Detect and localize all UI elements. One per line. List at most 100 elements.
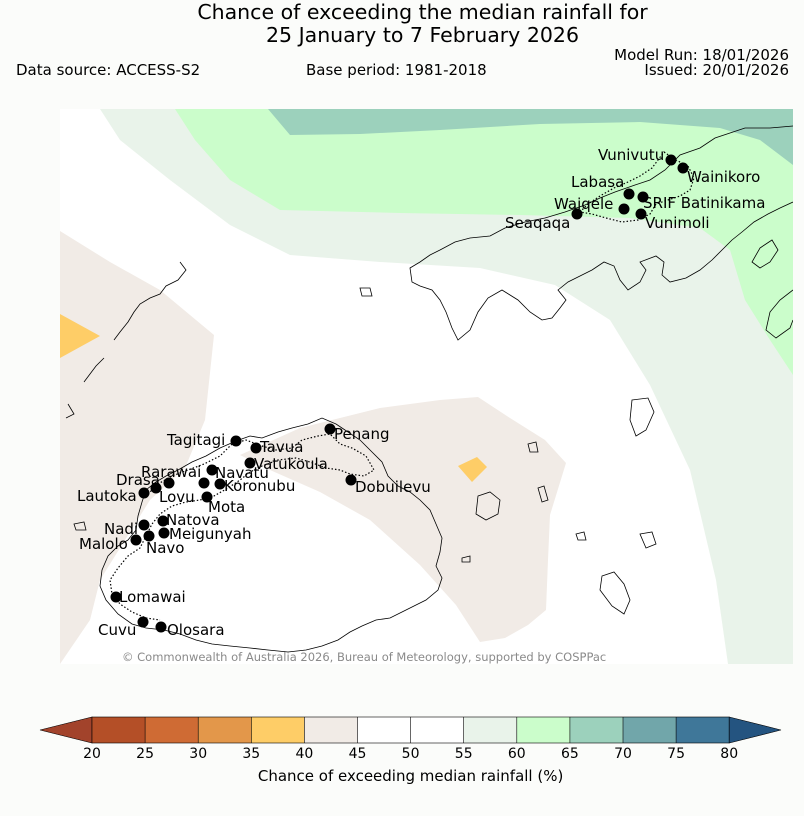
- islet-4: [599, 571, 631, 615]
- islet-6: [537, 485, 549, 503]
- svg-text:Seaqaqa: Seaqaqa: [505, 214, 570, 232]
- zone-60-65: [175, 109, 793, 375]
- station-mota[interactable]: Mota: [201, 491, 246, 517]
- station-dobuilevu[interactable]: Dobuilevu: [345, 474, 431, 497]
- station-vunivutu[interactable]: Vunivutu: [598, 146, 677, 166]
- colorbar-segment-50-55: [410, 717, 464, 743]
- islet-1: [359, 287, 373, 297]
- colorbar-segment-35-40: [251, 717, 305, 743]
- colorbar: 20 25 30 35 40 45 50 55 60 65 70 75 80 C…: [39, 716, 782, 785]
- station-srif-batinikama[interactable]: SRIF Batinikama: [637, 191, 766, 213]
- svg-text:Labasa: Labasa: [571, 173, 624, 191]
- probability-field: [60, 109, 793, 664]
- station-lomawai[interactable]: Lomawai: [110, 588, 186, 606]
- map-title-line1: Chance of exceeding the median rainfall …: [197, 0, 648, 24]
- colorbar-segment-45-50: [357, 717, 411, 743]
- zone-40-45-center: [240, 397, 566, 642]
- colorbar-segment-60-65: [516, 717, 570, 743]
- station-lovu[interactable]: Lovu: [150, 482, 195, 507]
- colorbar-low-arrow: [39, 716, 93, 744]
- vanua-levu-south: [765, 289, 793, 339]
- station-tavua[interactable]: Tavua: [250, 438, 304, 456]
- colorbar-tick-60: 60: [508, 746, 526, 762]
- colorbar-tick-30: 30: [189, 746, 207, 762]
- svg-text:Tavua: Tavua: [259, 438, 303, 456]
- islet-2: [629, 397, 655, 437]
- svg-text:Meigunyah: Meigunyah: [169, 525, 251, 543]
- viti-levu-coast: [99, 417, 443, 653]
- station-natova[interactable]: Natova: [157, 511, 220, 529]
- colorbar-segment-70-75: [623, 717, 677, 743]
- station-labasa[interactable]: Labasa: [571, 173, 635, 200]
- islet-8: [575, 531, 587, 541]
- station-waiqele[interactable]: Waiqele: [554, 195, 630, 215]
- colorbar-segment-75-80: [676, 717, 730, 743]
- islet-7: [73, 521, 87, 531]
- station-navo[interactable]: Navo: [143, 530, 185, 558]
- svg-text:Lomawai: Lomawai: [119, 588, 186, 606]
- svg-text:Lautoka: Lautoka: [77, 487, 137, 505]
- colorbar-segment-40-45: [304, 717, 358, 743]
- svg-text:Vatukoula: Vatukoula: [254, 455, 328, 473]
- station-cuvu[interactable]: Cuvu: [98, 616, 149, 640]
- islet-5: [639, 531, 657, 549]
- map-title-line2: 25 January to 7 February 2026: [265, 23, 579, 47]
- svg-text:Malolo: Malolo: [79, 535, 128, 553]
- colorbar-tick-80: 80: [720, 746, 738, 762]
- svg-text:SRIF Batinikama: SRIF Batinikama: [643, 194, 765, 212]
- colorbar-tick-20: 20: [83, 746, 101, 762]
- station-rarawai[interactable]: Rarawai: [141, 463, 218, 481]
- colorbar-tick-65: 65: [561, 746, 579, 762]
- zone-35-40-center: [458, 457, 487, 482]
- zone-65-70: [268, 109, 793, 165]
- svg-text:Wainikoro: Wainikoro: [687, 168, 760, 186]
- colorbar-segment-20-25: [92, 717, 146, 743]
- station-vatukoula[interactable]: Vatukoula: [244, 455, 328, 473]
- svg-text:Waiqele: Waiqele: [554, 195, 613, 213]
- zone-40-45-west: [60, 231, 214, 664]
- station-navatu[interactable]: Navatu: [214, 464, 269, 490]
- station-tagitagi[interactable]: Tagitagi: [166, 431, 242, 449]
- svg-text:Penang: Penang: [334, 425, 389, 443]
- colorbar-title: Chance of exceeding median rainfall (%): [258, 767, 563, 785]
- colorbar-tick-70: 70: [614, 746, 632, 762]
- coastlines: [65, 125, 793, 653]
- svg-text:Dobuilevu: Dobuilevu: [355, 478, 431, 496]
- copyright-credit: © Commonwealth of Australia 2026, Bureau…: [122, 650, 606, 664]
- zone-35-40-west: [60, 314, 100, 358]
- station-seaqaqa[interactable]: Seaqaqa: [505, 208, 583, 233]
- station-olosara[interactable]: Olosara: [155, 621, 225, 639]
- station-penang[interactable]: Penang: [324, 423, 390, 444]
- model-run-label: Model Run: 18/01/2026: [614, 46, 789, 64]
- station-vunimoli[interactable]: Vunimoli: [635, 208, 710, 233]
- colorbar-segment-30-35: [198, 717, 252, 743]
- svg-text:Koronubu: Koronubu: [224, 477, 295, 495]
- colorbar-segment-65-70: [569, 717, 623, 743]
- svg-text:Vunivutu: Vunivutu: [598, 146, 664, 164]
- colorbar-segment-25-30: [145, 717, 199, 743]
- colorbar-tick-40: 40: [295, 746, 313, 762]
- islet-10: [461, 555, 471, 563]
- station-malolo[interactable]: Malolo: [79, 534, 142, 554]
- colorbar-tick-35: 35: [242, 746, 260, 762]
- colorbar-tick-45: 45: [349, 746, 367, 762]
- station-lautoka[interactable]: Lautoka: [77, 487, 150, 505]
- station-markers: Vunivutu Wainikoro Labasa Waiqele SRIF B…: [77, 146, 765, 639]
- colorbar-tick-75: 75: [667, 746, 685, 762]
- zone-55-60: [100, 109, 793, 664]
- station-drasa[interactable]: Drasa: [116, 471, 175, 489]
- issued-label: Issued: 20/01/2026: [644, 61, 789, 79]
- svg-text:Vunimoli: Vunimoli: [645, 214, 710, 232]
- base-period-label: Base period: 1981-2018: [306, 61, 487, 79]
- station-wainikoro[interactable]: Wainikoro: [677, 162, 761, 187]
- islet-3: [475, 491, 501, 521]
- svg-text:Nadi: Nadi: [104, 520, 138, 538]
- data-source-label: Data source: ACCESS-S2: [16, 61, 201, 79]
- islet-9: [527, 441, 539, 453]
- station-nadi[interactable]: Nadi: [104, 519, 150, 539]
- colorbar-tick-25: 25: [136, 746, 154, 762]
- station-koronubu[interactable]: Koronubu: [198, 477, 296, 495]
- station-meigunyah[interactable]: Meigunyah: [158, 525, 252, 543]
- svg-text:Olosara: Olosara: [167, 621, 225, 639]
